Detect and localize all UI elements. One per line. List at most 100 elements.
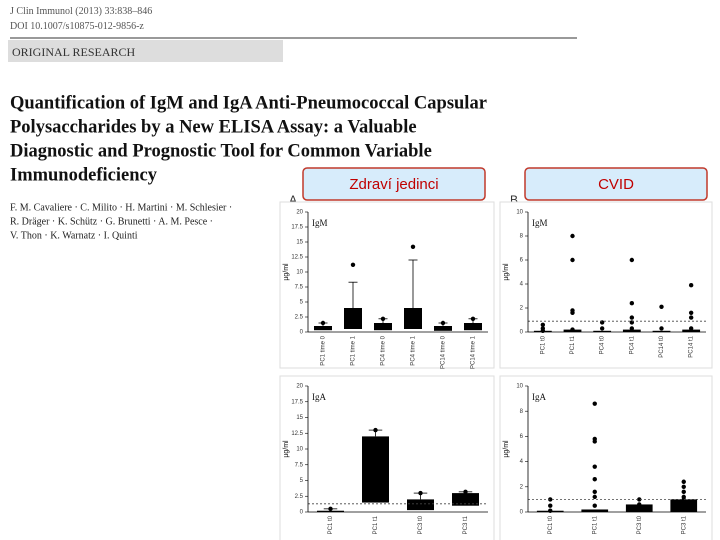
box [407,499,434,511]
x-tick-label: PC1 t1 [570,335,576,354]
box [374,323,392,331]
y-tick-label: 2.5 [295,315,304,321]
y-axis-label: µg/ml [283,263,290,281]
point [548,503,553,508]
point [637,497,642,502]
point [592,489,597,495]
chart: PC1 t0 PC1 t1 PC3 t0 PC3 t1 0 2 4 6 8 10 IgA µg/ml [499,375,713,540]
point [570,327,575,332]
point [592,503,597,508]
point [418,490,423,496]
point [592,439,597,444]
section: ORIGINAL RESEARCH [12,45,136,59]
point [599,326,605,331]
point [350,262,356,267]
x-tick-label: PC1 t1 [592,515,598,534]
group-label: CVID [598,176,634,193]
point [629,315,635,320]
box [464,323,482,331]
box [344,308,362,329]
box [581,509,609,512]
x-tick-label: PC3 t1 [463,515,469,534]
y-axis-label: µg/ml [503,263,510,281]
point [592,494,597,500]
chart-title: IgM [312,218,328,228]
y-tick-label: 10 [516,384,523,390]
x-tick-label: PC1 time 0 [321,335,327,365]
point [688,315,694,320]
point [681,489,686,495]
chart: PC1 t0 PC1 t1 PC4 t0 PC4 t1 PC14 t0 PC14 t1 0 2… [499,201,713,369]
x-tick-label: PC1 t0 [540,335,546,354]
y-tick-label: 8 [520,234,524,240]
x-tick-label: PC14 time 1 [471,335,477,369]
point [637,502,642,507]
title-line: Quantification of IgM and IgA Anti-Pneum… [10,93,487,113]
box [317,510,344,512]
point [629,326,635,331]
chart-frame [279,201,495,369]
x-tick-label: PC1 t1 [373,515,379,534]
y-tick-label: 2 [520,306,524,312]
y-tick-label: 0 [520,330,524,336]
point [570,233,575,239]
x-tick-label: PC1 time 1 [351,335,357,365]
author-line: R. Dräger · K. Schütz · G. Brunetti · A.… [10,216,213,227]
title-line: Immunodeficiency [10,165,158,185]
y-tick-label: 20 [296,384,303,390]
x-tick-label: PC14 time 0 [441,335,447,369]
y-tick-label: 10 [296,447,303,453]
point [681,497,686,502]
citation: J Clin Immunol (2013) 33:838–846 [10,6,152,17]
point [440,320,446,326]
y-tick-label: 4 [520,459,524,465]
x-tick-label: PC14 t1 [689,335,695,357]
y-tick-label: 15 [296,240,303,246]
y-tick-label: 6 [520,258,524,264]
box [314,326,332,331]
chart: PC1 t0 PC1 t1 PC3 t0 PC3 t1 0 2.5 5 7.5 10 12.5 15… [279,375,495,540]
box [434,326,452,331]
point [540,322,546,327]
x-tick-label: PC3 t0 [418,515,424,534]
y-tick-label: 20 [296,210,303,216]
x-tick-label: PC4 t0 [600,335,606,354]
y-tick-label: 6 [520,434,524,440]
title-line: Polysaccharides by a New ELISA Assay: a … [10,117,417,137]
point [681,484,686,489]
box [682,329,701,332]
point [592,477,597,482]
point [540,326,546,331]
point [548,497,553,502]
title-line: Diagnostic and Prognostic Tool for Commo… [10,141,432,161]
panel-label: B [510,193,518,207]
point [592,401,597,406]
point [629,301,635,306]
chart-frame [499,375,713,540]
y-tick-label: 7.5 [295,462,304,468]
point [629,257,635,263]
y-tick-label: 12.5 [291,255,303,261]
y-tick-label: 4 [520,282,524,288]
box [670,499,698,512]
doi: DOI 10.1007/s10875-012-9856-z [10,21,144,32]
panel-label: A [289,193,297,207]
author-line: V. Thon · K. Warnatz · I. Quinti [10,230,138,241]
box [404,308,422,329]
point [463,489,468,495]
point [570,310,575,315]
point [373,427,378,433]
section-bar [8,40,283,62]
y-tick-label: 12.5 [291,431,303,437]
y-tick-label: 7.5 [295,285,304,291]
y-tick-label: 5 [300,300,304,306]
box [652,330,671,332]
point [592,464,597,469]
x-tick-label: PC1 t0 [548,515,554,534]
y-tick-label: 2.5 [295,494,304,500]
author-line: F. M. Cavaliere · C. Milito · H. Martini… [10,202,232,213]
x-tick-label: PC4 t1 [629,335,635,354]
chart-title: IgM [532,218,548,228]
point [380,316,386,321]
point [688,326,694,331]
